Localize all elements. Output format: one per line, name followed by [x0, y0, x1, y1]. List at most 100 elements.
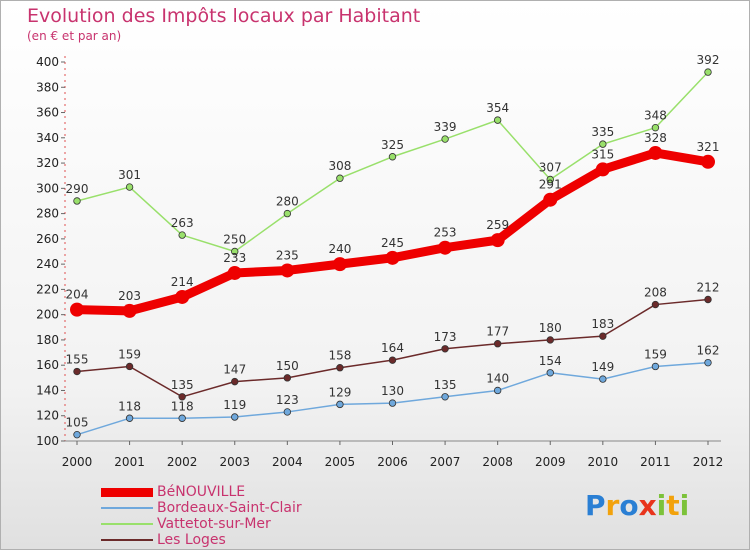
data-label: 123 — [276, 393, 299, 407]
data-label: 135 — [434, 378, 457, 392]
data-label: 149 — [591, 360, 614, 374]
data-label: 118 — [118, 399, 141, 413]
data-point — [651, 300, 660, 309]
data-point — [441, 345, 449, 353]
logo-letter: i — [656, 489, 667, 522]
logo-letter: r — [605, 489, 620, 522]
data-label: 154 — [539, 354, 562, 368]
data-label: 240 — [328, 242, 351, 256]
data-point — [493, 340, 502, 348]
data-label: 140 — [486, 371, 509, 385]
data-point — [388, 356, 397, 364]
data-label: 301 — [118, 168, 141, 182]
y-tick-label: 100 — [36, 434, 59, 448]
data-label: 315 — [591, 147, 614, 161]
y-tick-label: 380 — [36, 80, 59, 94]
data-point — [283, 408, 292, 416]
data-point — [175, 289, 190, 304]
data-label: 180 — [539, 321, 562, 335]
y-tick-label: 180 — [36, 333, 59, 347]
data-label: 135 — [171, 378, 194, 392]
legend-item: Les Loges — [101, 532, 361, 548]
data-point — [280, 263, 295, 278]
legend-swatch — [101, 539, 153, 541]
x-tick-label: 2006 — [377, 455, 408, 469]
x-tick-label: 2005 — [325, 455, 356, 469]
legend-label: Bordeaux-Saint-Clair — [157, 500, 302, 516]
x-tick-label: 2011 — [640, 455, 671, 469]
data-point — [388, 153, 397, 161]
legend-label: Vattetot-sur-Mer — [157, 516, 271, 532]
x-tick-label: 2012 — [693, 455, 724, 469]
data-label: 212 — [697, 281, 720, 295]
data-point — [70, 302, 84, 317]
data-label: 348 — [644, 109, 667, 123]
data-label: 335 — [591, 125, 614, 139]
data-point — [122, 303, 137, 318]
data-point — [546, 336, 554, 344]
x-tick-label: 2004 — [272, 455, 303, 469]
data-label: 150 — [276, 359, 299, 373]
data-label: 158 — [328, 349, 351, 363]
data-point — [441, 393, 449, 401]
data-label: 147 — [223, 363, 246, 377]
data-point — [178, 414, 186, 422]
y-tick-label: 160 — [36, 358, 59, 372]
data-label: 173 — [434, 330, 457, 344]
data-point — [227, 265, 242, 280]
data-label: 253 — [434, 226, 457, 240]
data-point — [595, 162, 610, 177]
data-point — [651, 362, 660, 371]
data-label: 325 — [381, 138, 404, 152]
logo-letter: t — [666, 489, 680, 522]
axes: 100 120 140 160 180 200 220 240 260 280 300 320 340 3… — [36, 55, 723, 469]
data-label: 235 — [276, 248, 299, 262]
data-point — [543, 192, 558, 207]
data-label: 118 — [171, 399, 194, 413]
data-label: 321 — [697, 140, 720, 154]
data-point — [73, 367, 81, 376]
x-tick-label: 2010 — [588, 455, 619, 469]
data-label: 259 — [486, 218, 509, 232]
data-point — [546, 369, 554, 377]
y-tick-label: 260 — [36, 232, 59, 246]
data-label: 183 — [591, 317, 614, 331]
data-point — [283, 374, 292, 382]
x-tick-label: 2001 — [114, 455, 145, 469]
data-label: 159 — [118, 347, 141, 361]
data-point — [231, 377, 239, 386]
x-tick-label: 2008 — [482, 455, 513, 469]
data-label: 250 — [223, 233, 246, 247]
data-point — [231, 413, 239, 421]
data-point — [441, 135, 449, 143]
legend-swatch — [101, 487, 153, 497]
y-tick-label: 400 — [36, 55, 59, 69]
data-point — [599, 332, 607, 340]
data-point — [651, 123, 660, 132]
chart-subtitle: (en € et par an) — [27, 29, 122, 43]
data-point — [704, 358, 712, 367]
x-tick-label: 2002 — [167, 455, 198, 469]
x-tick-label: 2009 — [535, 455, 566, 469]
data-label: 119 — [223, 398, 246, 412]
data-point — [231, 247, 239, 256]
data-label: 177 — [486, 325, 509, 339]
data-point — [648, 145, 663, 160]
data-labels-layer: 290 301 263 250 280 308 325 339 354 307 335 348 392 1… — [66, 53, 720, 430]
data-label: 162 — [697, 344, 720, 358]
data-label: 129 — [328, 385, 351, 399]
data-label: 204 — [66, 288, 89, 302]
data-point — [125, 414, 134, 422]
legend-label: BéNOUVILLE — [157, 484, 246, 500]
legend-swatch — [101, 523, 153, 525]
legend-label: Les Loges — [157, 532, 226, 548]
data-point — [125, 362, 134, 371]
data-label: 354 — [486, 101, 509, 115]
data-label: 105 — [66, 416, 89, 430]
data-point — [332, 257, 347, 272]
data-label: 164 — [381, 341, 404, 355]
logo-letter: P — [585, 489, 606, 522]
data-point — [701, 154, 715, 169]
y-tick-label: 320 — [36, 156, 59, 170]
